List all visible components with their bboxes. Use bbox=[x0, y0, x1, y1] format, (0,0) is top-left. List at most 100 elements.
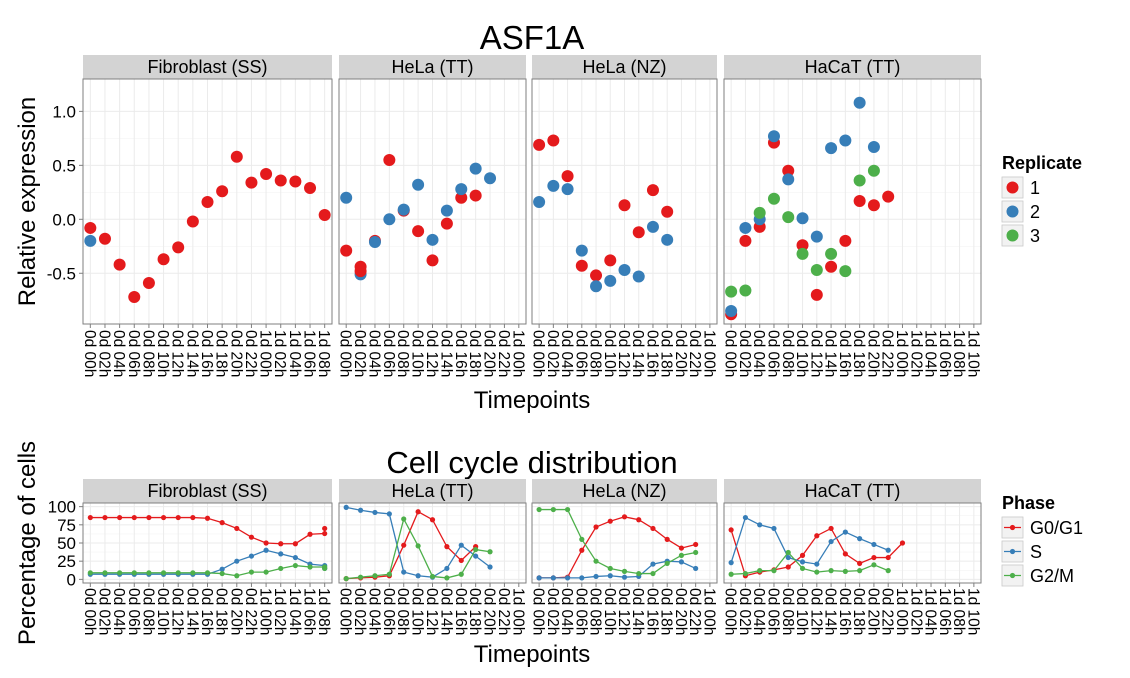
data-point bbox=[728, 527, 734, 533]
data-point bbox=[621, 514, 628, 520]
data-point bbox=[590, 280, 603, 293]
data-point bbox=[219, 570, 225, 577]
data-point bbox=[484, 172, 497, 185]
data-point bbox=[304, 182, 317, 195]
x-tick-label: 0d 12h bbox=[807, 330, 824, 377]
data-point bbox=[372, 573, 378, 579]
data-point bbox=[469, 162, 482, 175]
data-point bbox=[579, 575, 585, 581]
x-tick-label: 0d 20h bbox=[672, 588, 689, 635]
x-tick-label: 0d 00h bbox=[722, 330, 739, 377]
data-point bbox=[160, 570, 167, 576]
data-point bbox=[728, 560, 734, 566]
data-point bbox=[678, 552, 685, 558]
data-point bbox=[412, 178, 425, 191]
data-point bbox=[767, 130, 780, 143]
data-point bbox=[234, 573, 240, 579]
data-point bbox=[458, 557, 464, 564]
data-point bbox=[810, 288, 823, 301]
data-point bbox=[664, 536, 670, 542]
panel-border bbox=[531, 78, 718, 325]
data-point bbox=[383, 153, 396, 166]
x-tick-label: 0d 16h bbox=[836, 330, 853, 377]
data-point bbox=[186, 215, 199, 228]
data-point bbox=[867, 164, 880, 177]
series-g2-m bbox=[728, 549, 891, 577]
x-tick-label: 0d 04h bbox=[558, 588, 575, 635]
x-tick-label: 1d 00h bbox=[700, 588, 717, 635]
data-point bbox=[636, 570, 642, 577]
x-tick-label: 0d 06h bbox=[572, 588, 589, 635]
facet-label: HeLa (TT) bbox=[391, 57, 473, 77]
data-point bbox=[117, 514, 123, 521]
data-point bbox=[853, 194, 866, 207]
y-tick-label: 100 bbox=[48, 498, 76, 517]
x-tick-label: 0d 00h bbox=[530, 330, 547, 377]
x-tick-label: 0d 02h bbox=[544, 588, 561, 635]
x-tick-label: 0d 08h bbox=[779, 330, 796, 377]
facet-label: Fibroblast (SS) bbox=[147, 481, 267, 501]
x-tick-label: 0d 18h bbox=[658, 330, 675, 377]
x-tick-label: 0d 02h bbox=[736, 330, 753, 377]
panel-border bbox=[723, 78, 982, 325]
x-tick-label: 0d 20h bbox=[864, 330, 881, 377]
series-line bbox=[346, 510, 477, 580]
x-tick-label: 1d 10h bbox=[964, 588, 981, 635]
x-tick-label: 0d 02h bbox=[95, 330, 112, 377]
x-tick-label: 0d 18h bbox=[213, 588, 230, 635]
data-point bbox=[590, 269, 603, 282]
data-point bbox=[782, 173, 795, 186]
data-point bbox=[678, 559, 685, 565]
data-point bbox=[799, 552, 806, 558]
data-point bbox=[322, 525, 328, 532]
data-point bbox=[401, 569, 407, 575]
data-point bbox=[646, 220, 659, 233]
legend-marker bbox=[1006, 205, 1019, 218]
data-point bbox=[292, 562, 298, 569]
data-point bbox=[357, 507, 364, 513]
x-tick-label: 0d 04h bbox=[750, 588, 767, 635]
data-point bbox=[343, 576, 349, 582]
data-point bbox=[799, 565, 806, 572]
x-tick-label: 0d 20h bbox=[864, 588, 881, 635]
x-tick-label: 0d 00h bbox=[530, 588, 547, 635]
x-tick-label: 1d 00h bbox=[893, 588, 910, 635]
data-point bbox=[455, 183, 468, 196]
data-point bbox=[340, 244, 353, 257]
series-2 bbox=[533, 179, 674, 293]
x-tick-label: 0d 10h bbox=[154, 330, 171, 377]
data-point bbox=[814, 533, 820, 539]
x-tick-label: 0d 12h bbox=[169, 330, 186, 377]
x-tick-label: 0d 04h bbox=[365, 330, 382, 377]
x-tick-label: 1d 04h bbox=[922, 588, 939, 635]
chart-2: Cell cycle distribution Percentage of cel… bbox=[14, 441, 1083, 668]
data-point bbox=[604, 274, 617, 287]
data-point bbox=[175, 570, 181, 576]
data-point bbox=[547, 134, 560, 147]
data-point bbox=[98, 232, 111, 245]
data-point bbox=[771, 568, 777, 574]
data-point bbox=[767, 192, 780, 205]
x-tick-label: 0d 20h bbox=[672, 330, 689, 377]
data-point bbox=[782, 164, 795, 177]
data-point bbox=[814, 561, 820, 567]
data-point bbox=[785, 554, 791, 561]
data-point bbox=[386, 511, 392, 517]
legend-marker bbox=[1006, 229, 1019, 242]
data-point bbox=[357, 574, 364, 580]
data-point bbox=[579, 536, 585, 542]
legend-marker bbox=[1006, 181, 1019, 194]
data-point bbox=[444, 544, 450, 550]
x-tick-label: 0d 10h bbox=[154, 588, 171, 635]
data-point bbox=[146, 514, 152, 521]
data-point bbox=[661, 233, 674, 246]
data-point bbox=[219, 566, 225, 572]
data-point bbox=[853, 96, 866, 109]
data-point bbox=[828, 538, 834, 545]
y-tick-label: 50 bbox=[57, 534, 76, 553]
series-g2-m bbox=[536, 506, 699, 577]
data-point bbox=[885, 568, 891, 574]
x-tick-label: 0d 20h bbox=[481, 330, 498, 377]
data-point bbox=[412, 225, 425, 238]
